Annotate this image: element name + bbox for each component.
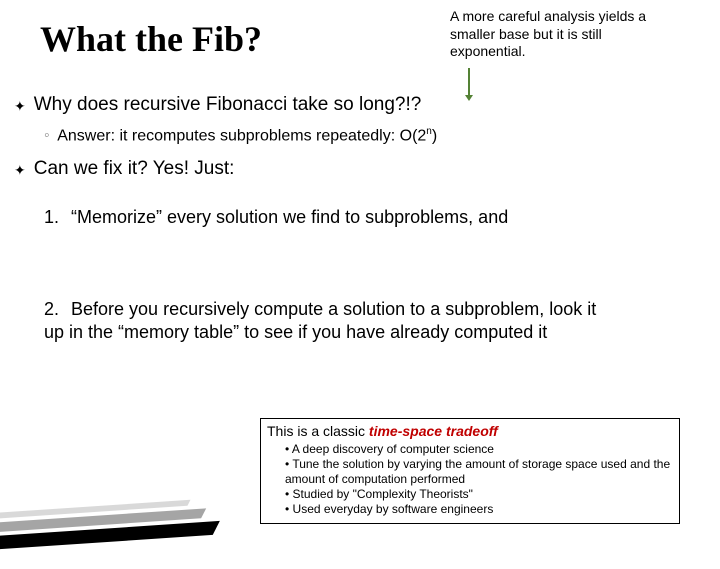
bullet-marker: ✦ — [14, 162, 26, 179]
callout-list: A deep discovery of computer science Tun… — [285, 442, 673, 517]
ring-bullet: ◦ — [44, 127, 50, 144]
corner-decoration — [0, 471, 245, 569]
slide-title: What the Fib? — [40, 18, 262, 60]
bullet-2: ✦ Can we fix it? Yes! Just: — [14, 158, 234, 180]
numbered-1: 1. “Memorize” every solution we find to … — [44, 206, 604, 229]
bullet-1: ✦ Why does recursive Fibonacci take so l… — [14, 94, 421, 116]
answer-prefix: Answer: it recomputes subproblems repeat… — [57, 127, 426, 144]
callout-item: Tune the solution by varying the amount … — [285, 457, 673, 487]
answer-suffix: ) — [432, 127, 437, 144]
numbered-2: 2. Before you recursively compute a solu… — [44, 298, 604, 345]
bullet-text: Why does recursive Fibonacci take so lon… — [34, 94, 422, 116]
note-arrow — [468, 68, 470, 96]
item-number: 2. — [44, 298, 66, 321]
callout-box: This is a classic time-space tradeoff A … — [260, 418, 680, 524]
item-number: 1. — [44, 206, 66, 229]
bullet-text: Can we fix it? Yes! Just: — [34, 158, 235, 180]
callout-item: Studied by "Complexity Theorists" — [285, 487, 673, 502]
callout-item: A deep discovery of computer science — [285, 442, 673, 457]
margin-note: A more careful analysis yields a smaller… — [450, 8, 665, 61]
callout-headline: This is a classic time-space tradeoff — [267, 423, 673, 439]
callout-headline-plain: This is a classic — [267, 423, 369, 439]
item-text: “Memorize” every solution we find to sub… — [71, 207, 508, 227]
item-text: Before you recursively compute a solutio… — [44, 299, 596, 342]
callout-item: Used everyday by software engineers — [285, 502, 673, 517]
callout-headline-em: time-space tradeoff — [369, 423, 498, 439]
sub-answer: ◦ Answer: it recomputes subproblems repe… — [44, 126, 437, 145]
bullet-marker: ✦ — [14, 98, 26, 115]
